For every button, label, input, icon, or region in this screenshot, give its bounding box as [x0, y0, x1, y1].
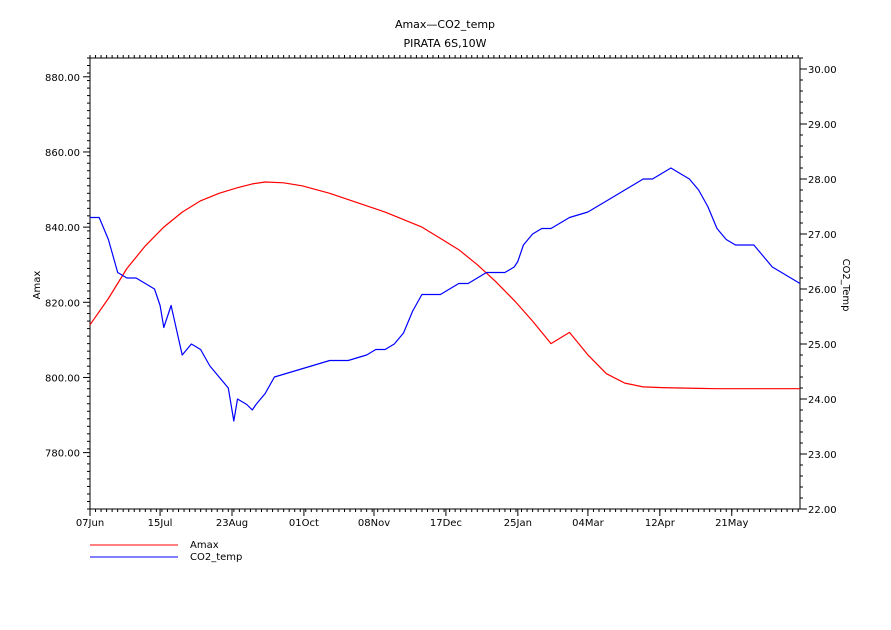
y-left-tick-label: 800.00 — [45, 373, 80, 384]
y-right-tick-label: 26.00 — [808, 285, 837, 296]
y-left-tick-label: 860.00 — [45, 148, 80, 159]
x-tick-label: 08Nov — [358, 518, 390, 529]
y-left-tick-label: 820.00 — [45, 298, 80, 309]
y-right-tick-label: 30.00 — [808, 65, 837, 76]
x-tick-label: 17Dec — [430, 518, 462, 529]
tick-labels: 780.00 800.00 820.00 840.00 860.00 880.00 22.0… — [45, 65, 837, 529]
legend-label-amax: Amax — [190, 540, 219, 551]
y-left-tick-label: 880.00 — [45, 73, 80, 84]
chart-subtitle: PIRATA 6S,10W — [404, 37, 487, 50]
legend: Amax CO2_temp — [90, 540, 242, 563]
x-tick-label: 21May — [715, 518, 748, 529]
chart-title: Amax—CO2_temp — [395, 18, 495, 31]
y-right-tick-label: 28.00 — [808, 175, 837, 186]
plot-frame — [89, 57, 801, 510]
x-tick-label: 23Aug — [216, 518, 248, 529]
y-left-tick-label: 840.00 — [45, 223, 80, 234]
y-right-tick-label: 25.00 — [808, 340, 837, 351]
x-tick-label: 25Jan — [504, 518, 532, 529]
legend-label-co2-temp: CO2_temp — [190, 552, 242, 563]
x-tick-label: 15Jul — [148, 518, 173, 529]
series-line-co2-temp — [90, 167, 801, 422]
y-axis-right-title: CO2_Temp — [840, 259, 851, 312]
x-tick-label: 12Apr — [645, 518, 676, 529]
x-tick-label: 04Mar — [572, 518, 604, 529]
y-left-tick-label: 780.00 — [45, 449, 80, 460]
x-tick-label: 07Jun — [76, 518, 104, 529]
x-tick-label: 01Oct — [289, 518, 319, 529]
series-layer — [89, 167, 801, 422]
y-axis-left-title: Amax — [32, 271, 43, 300]
y-right-tick-label: 27.00 — [808, 230, 837, 241]
y-right-tick-label: 23.00 — [808, 450, 837, 461]
y-right-tick-label: 29.00 — [808, 120, 837, 131]
tick-marks — [83, 55, 807, 516]
series-line-amax — [89, 181, 800, 390]
y-right-tick-label: 22.00 — [808, 505, 837, 516]
y-right-tick-label: 24.00 — [808, 395, 837, 406]
